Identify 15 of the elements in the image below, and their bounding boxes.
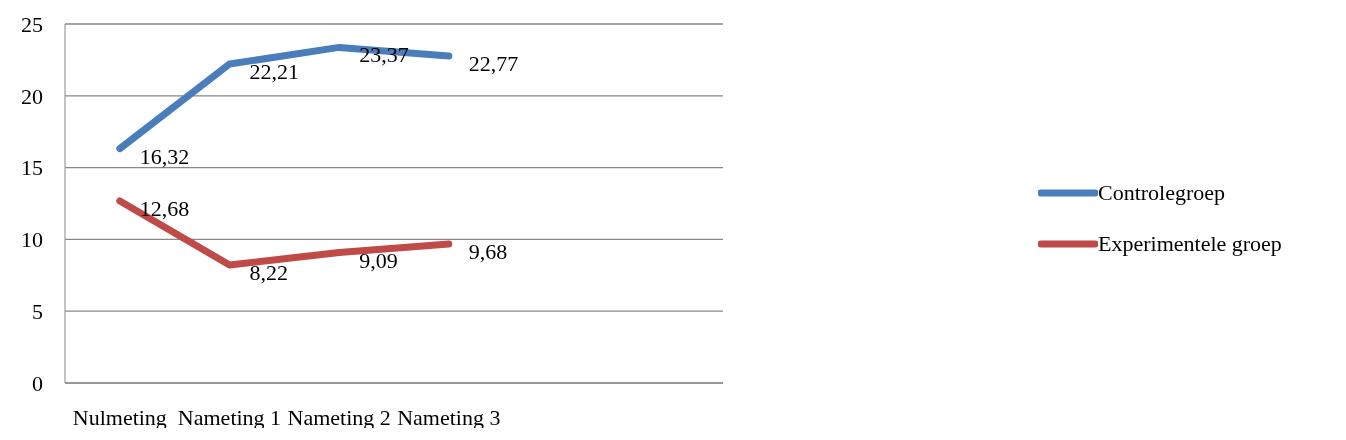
legend-label: Experimentele groep [1098, 230, 1282, 257]
data-label: 9,68 [468, 239, 508, 265]
data-label: 22,21 [249, 59, 299, 85]
y-tick-label: 10 [21, 227, 43, 253]
y-tick-label: 5 [32, 299, 43, 325]
y-tick-label: 25 [21, 11, 43, 37]
legend-label: Controlegroep [1098, 179, 1226, 206]
data-label: 22,77 [468, 51, 519, 77]
data-label: 8,22 [249, 260, 288, 286]
data-label: 9,09 [359, 247, 398, 273]
y-tick-label: 15 [21, 155, 43, 181]
data-label: 12,68 [139, 195, 190, 221]
y-tick-label: 20 [21, 83, 43, 109]
data-label: 16,32 [139, 143, 190, 169]
y-tick-label: 0 [32, 370, 43, 396]
